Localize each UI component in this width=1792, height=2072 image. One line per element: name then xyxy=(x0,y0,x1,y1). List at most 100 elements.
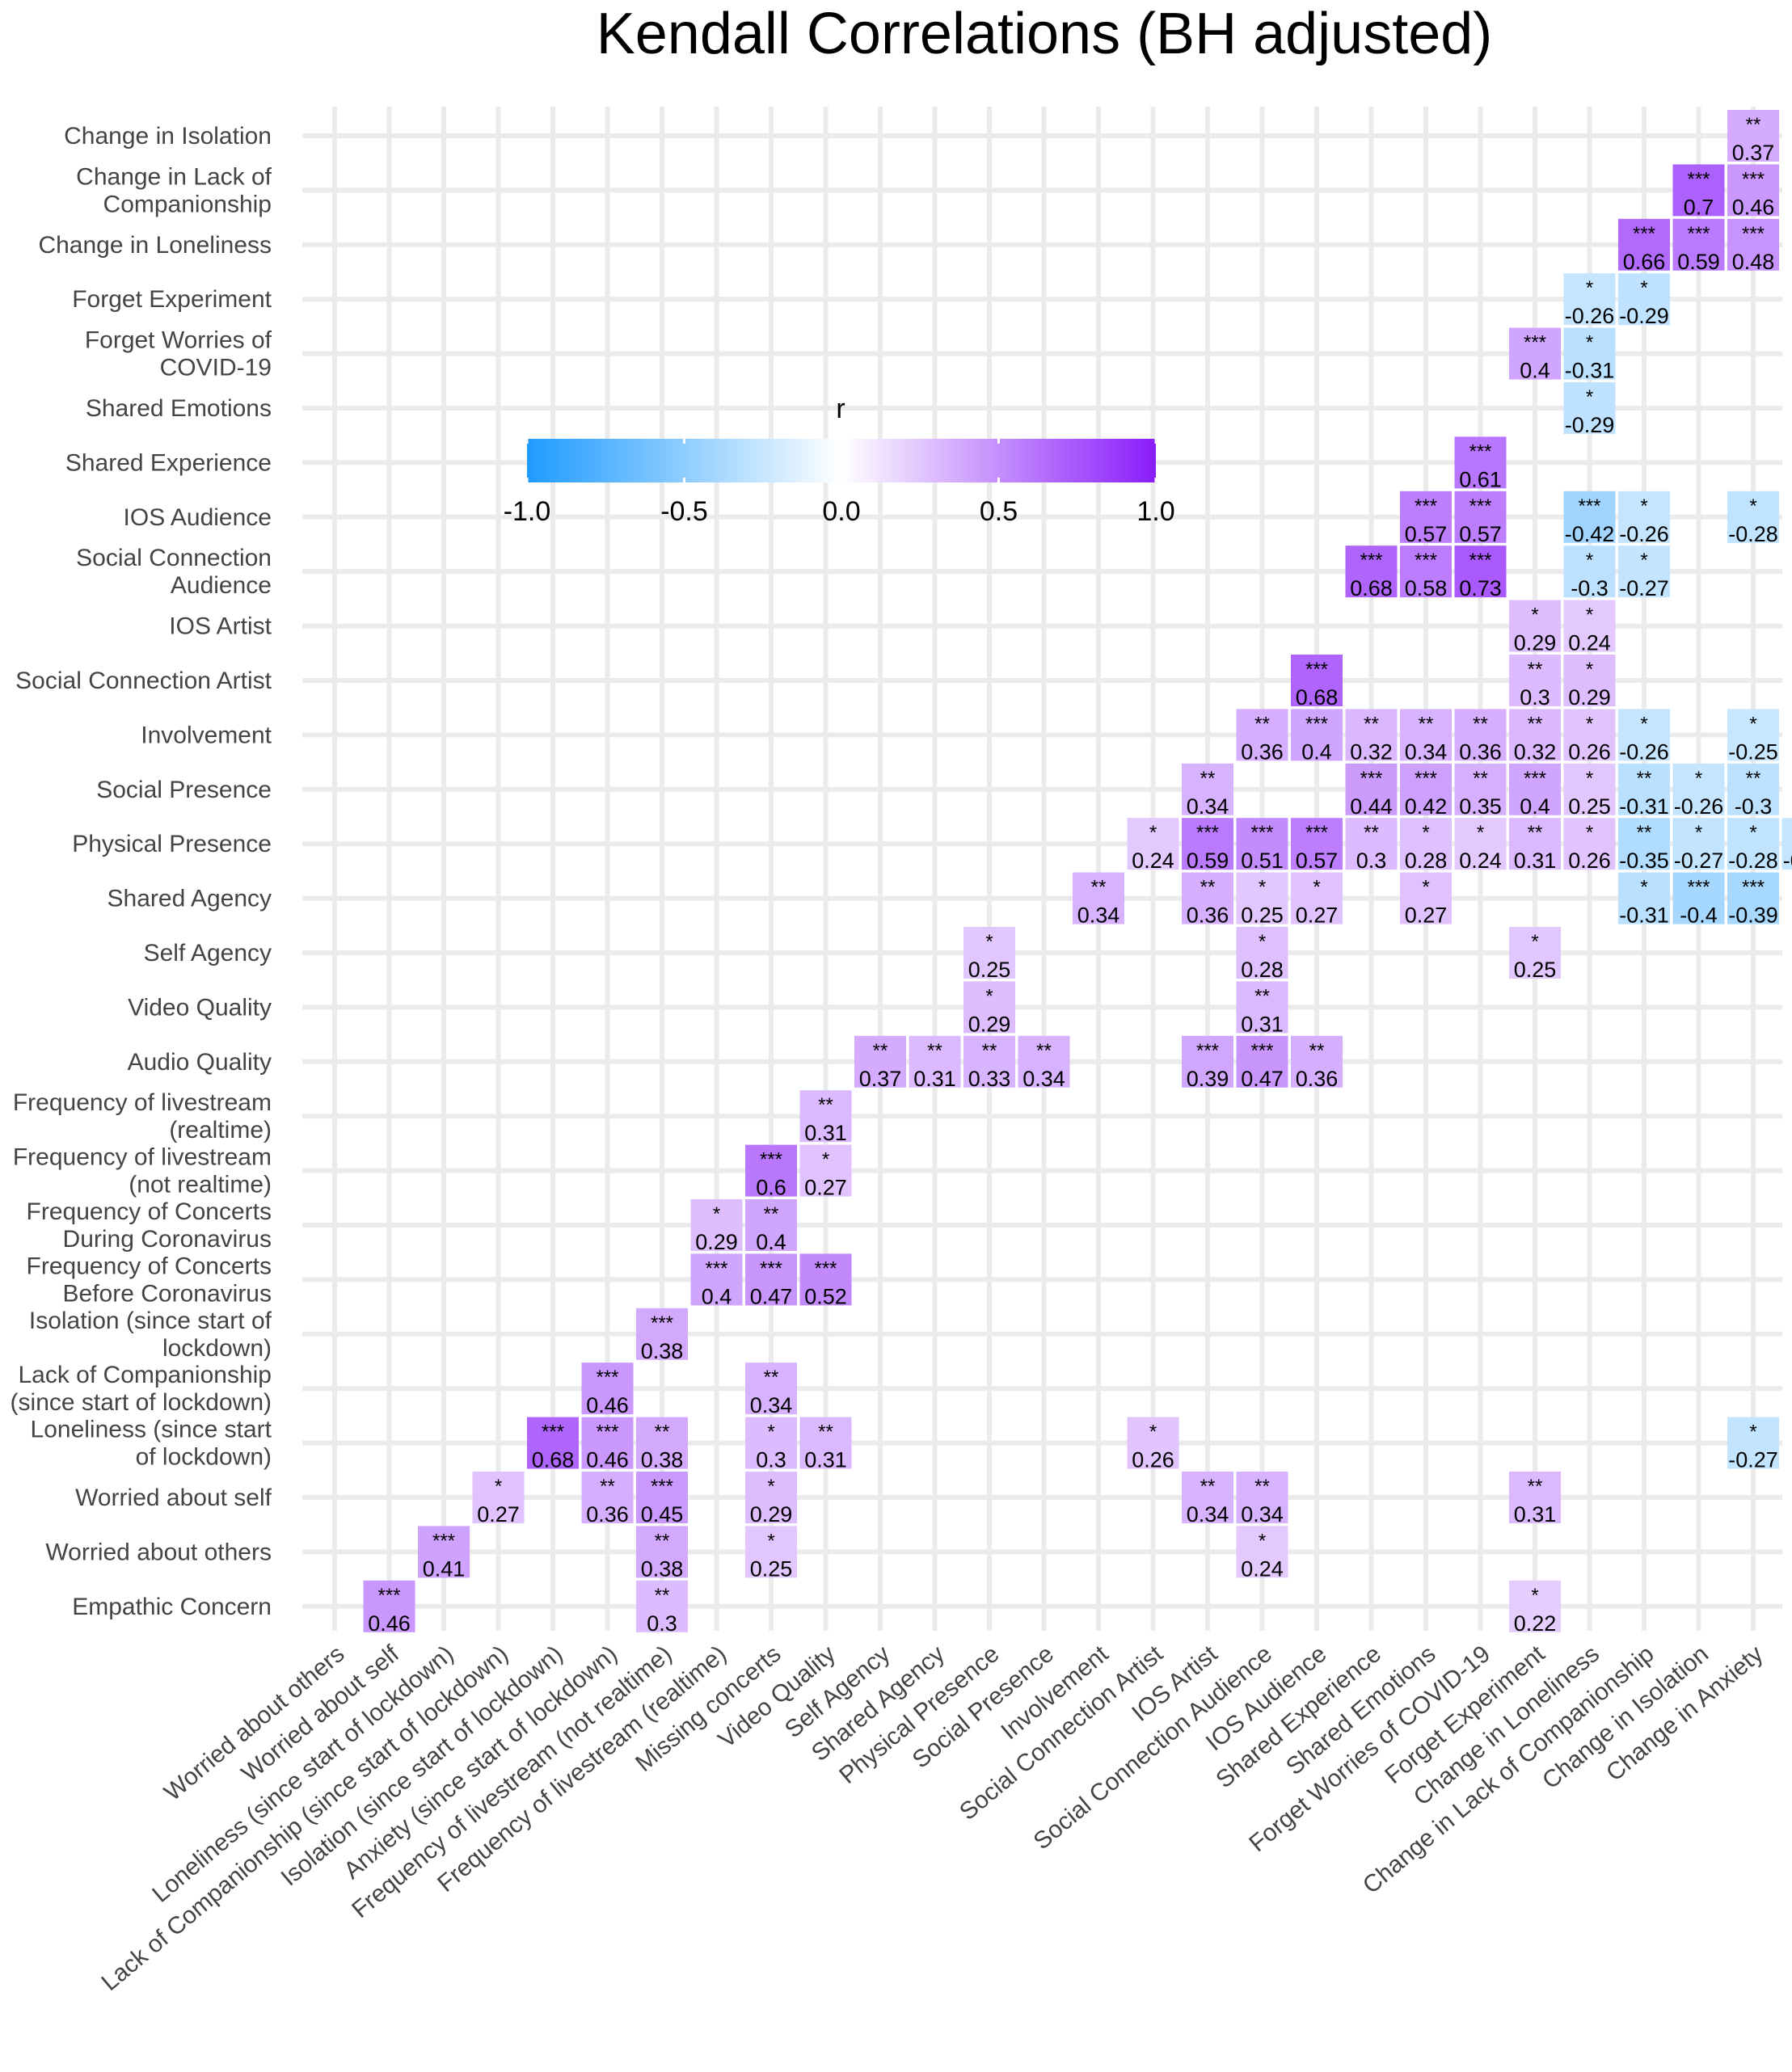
significance-stars: *** xyxy=(1305,659,1328,680)
heatmap-cell xyxy=(1236,981,1288,1034)
heatmap-cell xyxy=(1236,818,1288,870)
significance-stars: *** xyxy=(651,1312,673,1334)
significance-stars: *** xyxy=(432,1530,455,1552)
y-axis-label: Video Quality xyxy=(128,994,272,1021)
heatmap-cell xyxy=(1400,763,1452,815)
significance-stars: * xyxy=(1586,713,1593,735)
significance-stars: ** xyxy=(764,1203,779,1225)
heatmap-cell xyxy=(1618,818,1670,870)
significance-stars: *** xyxy=(1415,550,1437,571)
heatmap-cell xyxy=(1345,545,1398,598)
correlation-value: 0.36 xyxy=(1459,739,1502,764)
correlation-value: -0.42 xyxy=(1565,522,1615,546)
y-axis-label: Change in Isolation xyxy=(64,123,272,150)
y-axis-label: Shared Emotions xyxy=(86,395,272,422)
correlation-value: 0.26 xyxy=(1568,849,1611,873)
heatmap-cell xyxy=(1400,872,1452,924)
heatmap-cell xyxy=(1182,872,1233,924)
significance-stars: * xyxy=(1422,822,1429,844)
color-legend: r -1.0 -0.5 0.0 0.5 1.0 xyxy=(504,394,1175,527)
correlation-value: 0.73 xyxy=(1459,576,1502,600)
correlation-value: 0.27 xyxy=(477,1502,520,1527)
correlation-value: -0.26 xyxy=(1783,849,1792,873)
significance-stars: *** xyxy=(1360,768,1382,790)
significance-stars: ** xyxy=(818,1094,833,1116)
significance-stars: ** xyxy=(1091,877,1107,899)
correlation-value: -0.3 xyxy=(1735,794,1773,819)
significance-stars: *** xyxy=(1687,877,1710,899)
correlation-value: 0.38 xyxy=(641,1448,684,1472)
heatmap-cell xyxy=(1509,818,1561,870)
correlation-value: -0.29 xyxy=(1619,304,1669,328)
correlation-value: -0.27 xyxy=(1674,849,1724,873)
heatmap-cell xyxy=(1618,709,1670,761)
heatmap-cell xyxy=(1727,491,1779,543)
correlation-value: 0.26 xyxy=(1568,739,1611,764)
correlation-value: 0.35 xyxy=(1459,794,1502,819)
correlation-value: 0.57 xyxy=(1459,522,1502,546)
significance-stars: ** xyxy=(1528,1476,1543,1497)
significance-stars: ** xyxy=(1637,822,1652,844)
significance-stars: ** xyxy=(1528,713,1543,735)
significance-stars: * xyxy=(1422,877,1429,899)
correlation-value: 0.36 xyxy=(586,1502,629,1527)
correlation-value: 0.37 xyxy=(1732,141,1775,165)
significance-stars: * xyxy=(767,1476,774,1497)
significance-stars: ** xyxy=(1473,768,1488,790)
y-axis-label: Loneliness (since start of lockdown) xyxy=(31,1417,272,1471)
significance-stars: * xyxy=(1586,550,1593,571)
heatmap-cell xyxy=(1672,218,1725,271)
correlation-value: 0.59 xyxy=(1677,250,1720,274)
correlation-value: 0.39 xyxy=(1187,1067,1229,1091)
significance-stars: * xyxy=(1586,604,1593,626)
y-axis-label: Empathic Concern xyxy=(72,1594,272,1620)
correlation-value: -0.25 xyxy=(1728,739,1778,764)
correlation-value: 0.31 xyxy=(1514,1502,1557,1527)
heatmap-cell xyxy=(636,1308,688,1360)
significance-stars: * xyxy=(1149,822,1157,844)
heatmap-cell xyxy=(1291,872,1343,924)
correlation-value: 0.27 xyxy=(804,1176,847,1200)
y-axis-label: Social Connection Audience xyxy=(76,545,272,599)
y-axis-label: Forget Experiment xyxy=(72,286,272,313)
correlation-value: -0.26 xyxy=(1619,739,1669,764)
correlation-value: 0.42 xyxy=(1405,794,1448,819)
correlation-value: 0.22 xyxy=(1514,1611,1557,1636)
heatmap-cell xyxy=(1345,818,1398,870)
significance-stars: ** xyxy=(1200,768,1216,790)
significance-stars: * xyxy=(1586,768,1593,790)
heatmap-cell xyxy=(745,1362,797,1415)
y-axis-label: Social Presence xyxy=(96,777,272,803)
correlation-value: 0.31 xyxy=(804,1121,847,1145)
correlation-value: 0.52 xyxy=(804,1284,847,1308)
heatmap-cell xyxy=(1236,1526,1288,1578)
significance-stars: * xyxy=(1586,822,1593,844)
chart-title: Kendall Correlations (BH adjusted) xyxy=(597,2,1493,66)
correlation-value: 0.25 xyxy=(1568,794,1611,819)
significance-stars: *** xyxy=(651,1476,673,1497)
correlation-value: 0.47 xyxy=(750,1284,793,1308)
significance-stars: *** xyxy=(1687,223,1710,245)
correlation-value: 0.27 xyxy=(1405,903,1448,928)
heatmap-cell xyxy=(963,1035,1015,1088)
significance-stars: *** xyxy=(1250,822,1273,844)
significance-stars: ** xyxy=(1036,1040,1052,1062)
y-axis-label: Frequency of Concerts Before Coronavirus xyxy=(27,1253,272,1307)
significance-stars: * xyxy=(767,1421,774,1443)
significance-stars: * xyxy=(767,1530,774,1552)
correlation-value: 0.34 xyxy=(1405,739,1448,764)
significance-stars: * xyxy=(713,1203,720,1225)
heatmap-cell xyxy=(1618,491,1670,543)
significance-stars: *** xyxy=(1469,440,1491,462)
significance-stars: *** xyxy=(1687,168,1710,190)
significance-stars: ** xyxy=(1254,985,1270,1007)
correlation-value: 0.47 xyxy=(1241,1067,1284,1091)
heatmap-cell xyxy=(1563,709,1616,761)
heatmap-cell xyxy=(418,1526,470,1578)
correlation-value: 0.46 xyxy=(368,1611,411,1636)
correlation-value: 0.3 xyxy=(756,1448,786,1472)
correlation-value: 0.51 xyxy=(1241,849,1284,873)
significance-stars: *** xyxy=(596,1421,618,1443)
correlation-value: 0.26 xyxy=(1132,1448,1174,1472)
